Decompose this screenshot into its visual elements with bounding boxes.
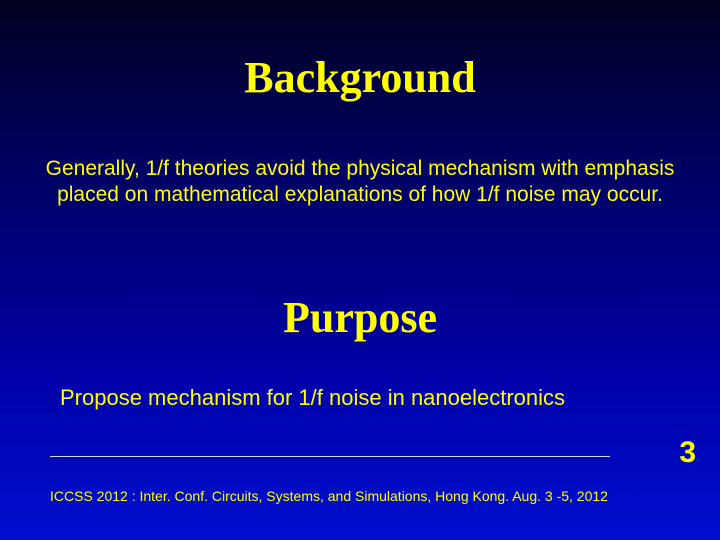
slide: Background Generally, 1/f theories avoid… (0, 0, 720, 540)
heading-purpose: Purpose (0, 292, 720, 343)
page-number: 3 (679, 436, 696, 470)
heading-background: Background (0, 52, 720, 103)
footer-text: ICCSS 2012 : Inter. Conf. Circuits, Syst… (50, 488, 608, 504)
footer-divider (50, 456, 610, 457)
body-text-purpose: Propose mechanism for 1/f noise in nanoe… (60, 384, 680, 412)
body-text-background: Generally, 1/f theories avoid the physic… (40, 156, 680, 209)
